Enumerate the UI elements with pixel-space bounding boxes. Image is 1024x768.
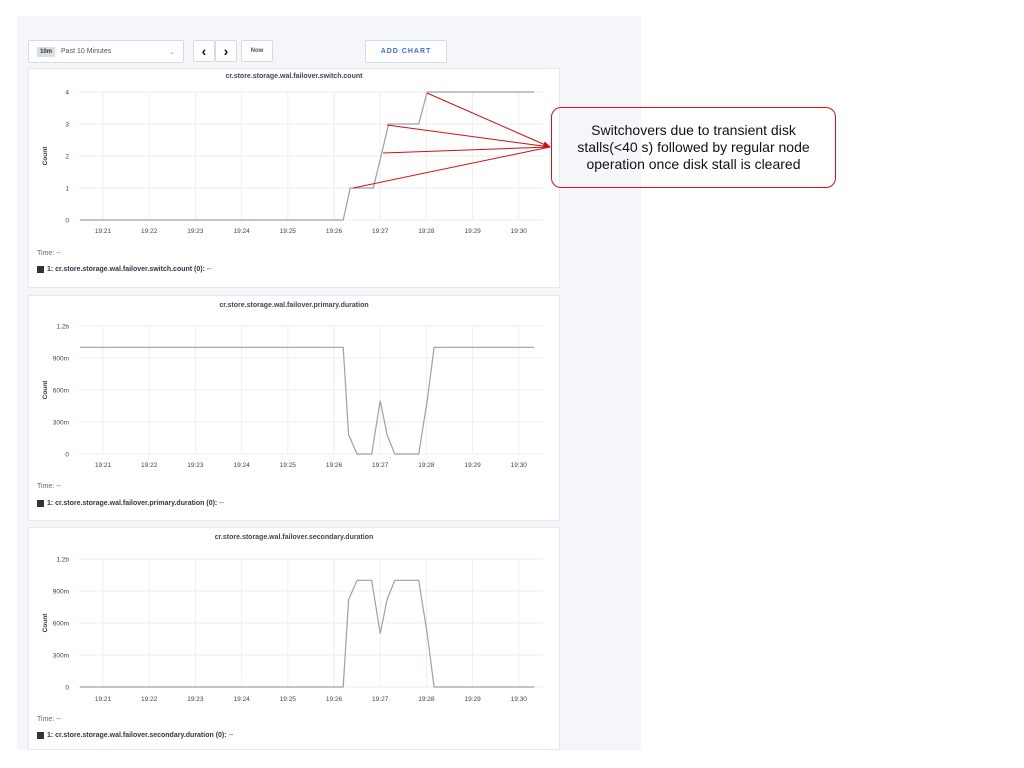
y-axis-label: Count (42, 380, 49, 400)
time-value: -- (56, 483, 61, 490)
x-tick-label: 19:21 (95, 696, 112, 703)
legend-entry: 1: cr.store.storage.wal.failover.switch.… (37, 266, 212, 273)
x-tick-label: 19:27 (372, 228, 389, 235)
y-tick-label: 1.2b (56, 557, 69, 564)
legend-value: -- (228, 732, 234, 739)
range-badge: 10m (37, 46, 56, 57)
x-tick-label: 19:21 (95, 228, 112, 235)
x-tick-label: 19:28 (418, 228, 435, 235)
time-label: Time: (37, 483, 55, 490)
y-tick-label: 600m (53, 621, 69, 628)
y-tick-label: 300m (53, 420, 69, 427)
add-chart-button[interactable]: ADD CHART (365, 40, 447, 63)
x-tick-label: 19:30 (511, 228, 528, 235)
y-tick-label: 0 (65, 452, 69, 459)
time-value: -- (56, 250, 61, 257)
x-tick-label: 19:27 (372, 462, 389, 469)
chart-title: cr.store.storage.wal.failover.switch.cou… (225, 73, 363, 80)
y-tick-label: 300m (53, 653, 69, 660)
x-tick-label: 19:26 (326, 696, 343, 703)
legend-value: -- (219, 500, 224, 507)
y-tick-label: 2 (65, 154, 69, 161)
annotation-arrow (352, 146, 551, 189)
series-line (79, 579, 535, 688)
legend-swatch (37, 500, 44, 507)
x-tick-label: 19:30 (511, 696, 528, 703)
y-axis-label: Count (42, 613, 49, 633)
y-tick-label: 900m (53, 589, 69, 596)
x-tick-label: 19:25 (280, 462, 297, 469)
time-label: Time: (37, 250, 55, 257)
chart-plot: 0 300m 600m 900m 1.2b 19:21 19:22 19:23 19:24 19:… (42, 324, 543, 469)
chart-title: cr.store.storage.wal.failover.primary.du… (219, 302, 369, 309)
x-tick-label: 19:29 (464, 462, 481, 469)
y-tick-label: 4 (65, 90, 69, 97)
chart-title: cr.store.storage.wal.failover.secondary.… (214, 534, 374, 541)
x-tick-label: 19:21 (95, 462, 112, 469)
x-tick-label: 19:23 (187, 696, 204, 703)
time-range-dropdown[interactable]: 10m Past 10 Minutes ⌄ (28, 40, 184, 63)
chart-card-primary-duration: cr.store.storage.wal.failover.primary.du… (28, 295, 560, 521)
y-tick-label: 3 (65, 122, 69, 129)
y-tick-label: 0 (65, 685, 69, 692)
y-tick-label: 1.2b (56, 324, 69, 331)
x-tick-label: 19:25 (280, 228, 297, 235)
x-tick-label: 19:23 (187, 228, 204, 235)
legend-label: 1: cr.store.storage.wal.failover.seconda… (47, 732, 227, 739)
y-tick-label: 0 (65, 218, 69, 225)
chart-plot: 0 300m 600m 900m 1.2b 19:21 19:22 19:23 19:24 19:… (42, 557, 543, 703)
legend-entry: 1: cr.store.storage.wal.failover.primary… (37, 500, 224, 507)
annotation-arrow (386, 124, 551, 148)
x-tick-label: 19:26 (326, 462, 343, 469)
series-line (79, 346, 535, 455)
legend-swatch (37, 732, 44, 739)
x-tick-label: 19:22 (141, 462, 158, 469)
x-tick-label: 19:28 (418, 696, 435, 703)
annotation-arrow (382, 146, 551, 154)
chart-card-switch-count: cr.store.storage.wal.failover.switch.cou… (28, 68, 560, 288)
x-tick-label: 19:24 (233, 462, 250, 469)
chevron-right-icon[interactable]: › (215, 40, 237, 62)
time-label: Time: (37, 716, 55, 723)
legend-swatch (37, 266, 44, 273)
x-tick-label: 19:29 (464, 696, 481, 703)
x-tick-label: 19:24 (233, 696, 250, 703)
chevron-left-icon[interactable]: ‹ (193, 40, 215, 62)
x-tick-label: 19:22 (141, 228, 158, 235)
y-axis-label: Count (42, 146, 49, 166)
time-readout: Time: -- (37, 483, 61, 490)
legend-value: -- (206, 266, 212, 273)
range-label: Past 10 Minutes (61, 48, 112, 55)
y-tick-label: 1 (65, 186, 69, 193)
legend-entry: 1: cr.store.storage.wal.failover.seconda… (37, 732, 233, 739)
x-tick-label: 19:24 (233, 228, 250, 235)
time-readout: Time: -- (37, 716, 61, 723)
chevron-down-icon: ⌄ (169, 48, 175, 56)
x-tick-label: 19:22 (141, 696, 158, 703)
annotation-callout: Switchovers due to transient disk stalls… (551, 107, 836, 188)
x-tick-label: 19:27 (372, 696, 389, 703)
x-tick-label: 19:23 (187, 462, 204, 469)
annotation-arrow (426, 92, 551, 148)
y-tick-label: 600m (53, 388, 69, 395)
x-tick-label: 19:30 (511, 462, 528, 469)
x-tick-label: 19:29 (464, 228, 481, 235)
legend-label: 1: cr.store.storage.wal.failover.primary… (47, 500, 218, 507)
legend-label: 1: cr.store.storage.wal.failover.switch.… (47, 266, 205, 273)
chart-plot: 0 1 2 3 4 19:21 19:22 19:23 19:24 19:25 19:26 19:27… (42, 90, 543, 235)
chart-card-secondary-duration: cr.store.storage.wal.failover.secondary.… (28, 527, 560, 750)
series-line (79, 91, 535, 221)
now-button[interactable]: Now (241, 40, 273, 62)
time-value: -- (56, 716, 61, 723)
y-tick-label: 900m (53, 356, 69, 363)
x-tick-label: 19:28 (418, 462, 435, 469)
x-tick-label: 19:25 (280, 696, 297, 703)
x-tick-label: 19:26 (326, 228, 343, 235)
time-readout: Time: -- (37, 250, 61, 257)
